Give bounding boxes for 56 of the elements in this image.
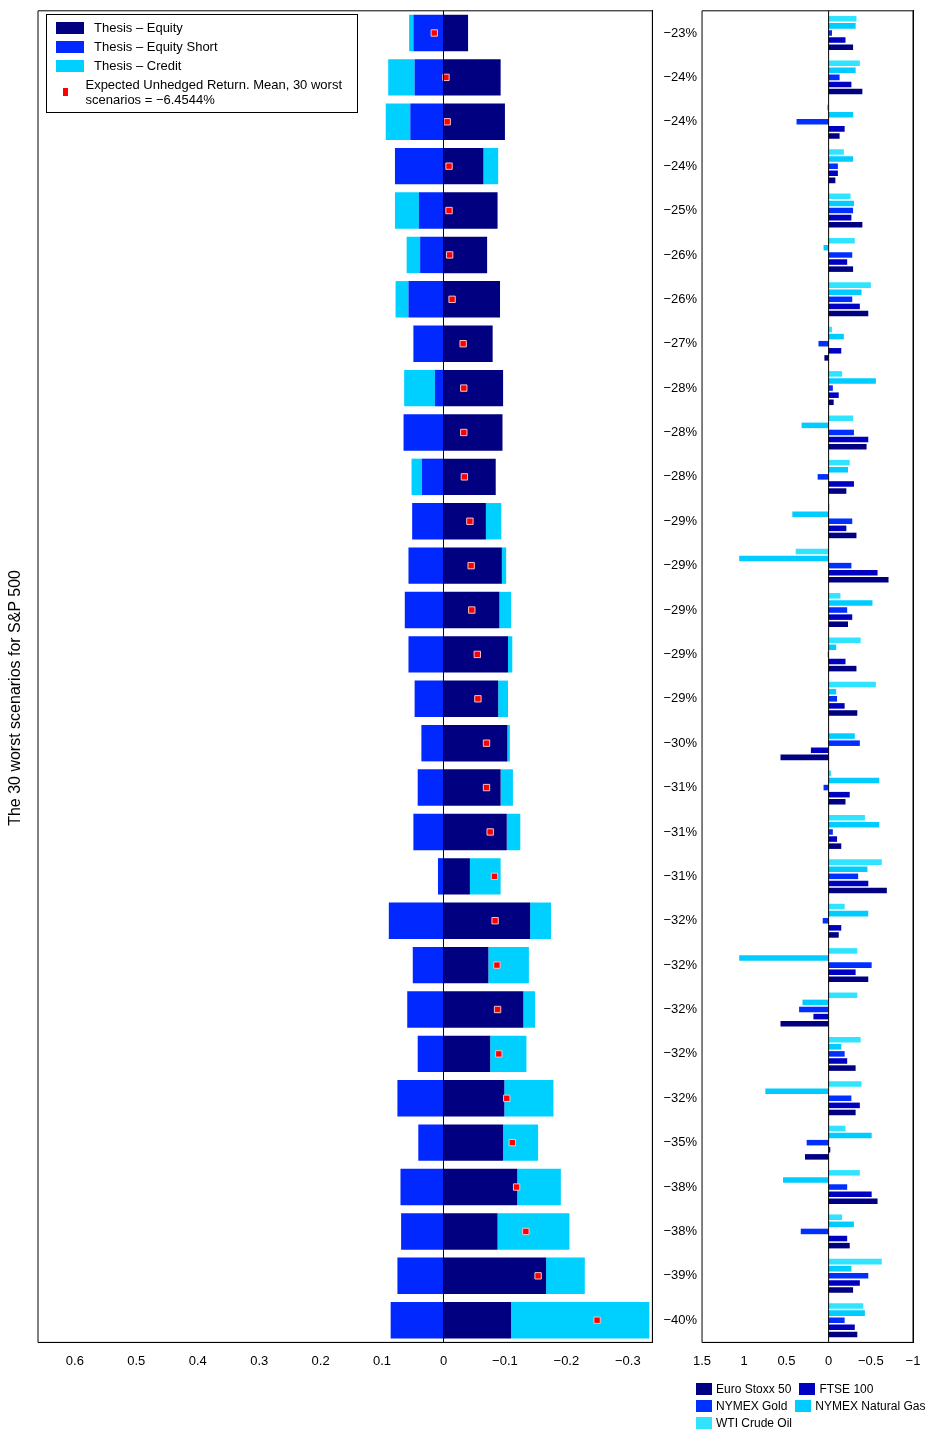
y-tick-label: −32%	[663, 956, 698, 972]
legend-label: FTSE 100	[819, 1382, 874, 1396]
y-tick-label: −29%	[663, 512, 698, 528]
y-tick-label: −30%	[663, 734, 698, 750]
y-tick-label: −29%	[663, 601, 698, 617]
y-tick-label: −32%	[663, 1089, 698, 1105]
y-tick-label: −32%	[663, 1045, 698, 1061]
x-tick-label: 0.2	[311, 1352, 330, 1368]
y-tick-label: −32%	[663, 1001, 698, 1017]
x-tick-label: −0.5	[857, 1352, 884, 1368]
y-tick-label: −28%	[663, 379, 698, 395]
x-tick-label: 0.3	[250, 1352, 269, 1368]
x-tick-label: −0.3	[614, 1352, 641, 1368]
y-tick-label: −40%	[663, 1311, 698, 1327]
y-tick-label: −29%	[663, 645, 698, 661]
x-tick-label: −0.1	[492, 1352, 518, 1368]
legend-label: Expected Unhedged Return. Mean, 30 worst scenarios = −6.4544%	[85, 77, 343, 107]
y-tick-label: −31%	[663, 779, 698, 795]
text: The 30 worst scenarios for S&P 500	[6, 570, 24, 826]
x-tick-label: 0.6	[65, 1352, 84, 1368]
y-tick-label: −39%	[663, 1267, 698, 1283]
legend-label: Thesis – Equity	[94, 20, 183, 35]
y-tick-label: −38%	[663, 1223, 698, 1239]
y-tick-label: −29%	[663, 557, 698, 573]
legend-label: NYMEX Natural Gas	[815, 1399, 926, 1413]
x-tick-label: 0.1	[373, 1352, 392, 1368]
x-tick-label: 1.5	[693, 1352, 712, 1368]
y-tick-label: −24%	[663, 113, 698, 129]
x-tick-label: 0.5	[127, 1352, 146, 1368]
y-tick-label: −27%	[663, 335, 698, 351]
legend-label: WTI Crude Oil	[716, 1416, 793, 1430]
x-tick-label: −0.2	[553, 1352, 580, 1368]
y-tick-label: −25%	[663, 202, 698, 218]
y-tick-label: −28%	[663, 468, 698, 484]
x-tick-label: 0.5	[777, 1352, 796, 1368]
legend-label: Thesis – Credit	[94, 58, 182, 73]
y-tick-label: −35%	[663, 1134, 698, 1150]
legend-label: Thesis – Equity Short	[94, 39, 218, 54]
y-tick-label: −26%	[663, 290, 698, 306]
legend-label: NYMEX Gold	[716, 1399, 788, 1413]
y-tick-label: −26%	[663, 246, 698, 262]
y-tick-label: −24%	[663, 68, 698, 84]
legend-label: Euro Stoxx 50	[716, 1382, 792, 1396]
y-tick-label: −32%	[663, 912, 698, 928]
x-tick-label: 0	[439, 1352, 448, 1368]
x-tick-label: 0	[825, 1352, 833, 1368]
y-tick-label: −28%	[663, 424, 698, 440]
x-tick-label: 0.4	[188, 1352, 207, 1368]
y-tick-label: −31%	[663, 867, 698, 883]
x-tick-label: 1	[740, 1352, 748, 1368]
y-tick-label: −38%	[663, 1178, 698, 1194]
x-tick-label: −1	[905, 1352, 921, 1368]
y-tick-label: −23%	[663, 24, 698, 40]
y-tick-label: −29%	[663, 690, 698, 706]
y-tick-label: −24%	[663, 157, 698, 173]
y-tick-label: −31%	[663, 823, 698, 839]
